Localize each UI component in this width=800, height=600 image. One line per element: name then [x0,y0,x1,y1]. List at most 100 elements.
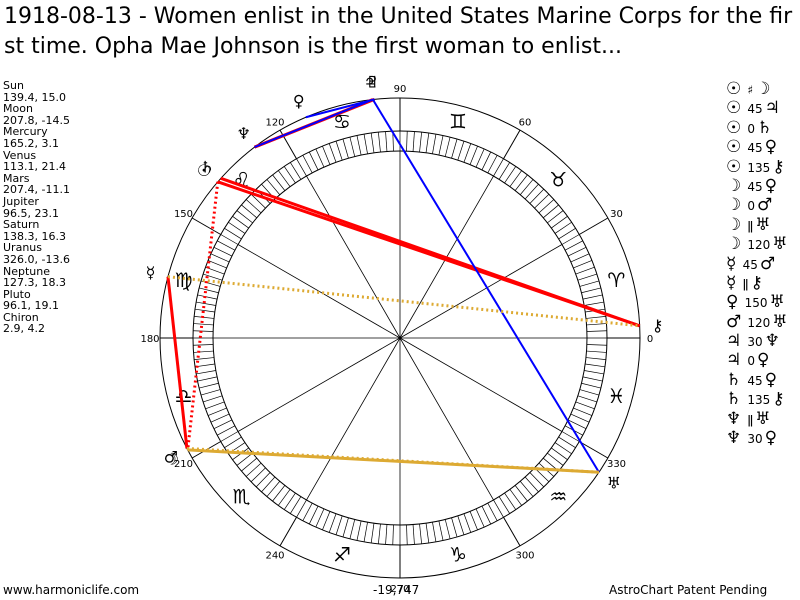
aspect-row: ☉ ♯ ☽ [726,79,788,99]
aspect-planet-2: ♅ [772,311,788,332]
degree-tick [444,519,451,539]
degree-tick [586,323,607,326]
degree-tick [283,492,296,510]
planet-name: Chiron [3,310,39,324]
degree-tick [241,204,257,219]
aspect-planet-1: ♀ [726,292,739,313]
degree-tick [308,505,319,525]
house-spoke [399,244,563,339]
aspect-type: 150 [744,296,768,311]
degree-tick [207,260,227,269]
mars-icon: ♂ [164,448,178,467]
aspect-line [371,99,600,473]
aspect-type: 45 [747,373,763,388]
libra-icon: ♎ [175,384,193,408]
aspect-planet-1: ☿ [726,253,737,274]
degree-tick [315,148,325,168]
aspect-row: ☉ 45 ♀ [726,137,788,157]
degree-tick [425,132,430,153]
degree-tick [203,273,223,281]
chiron-icon: ⚷ [652,316,664,335]
degree-tick [469,145,478,165]
aspect-type: ǁ [747,412,754,427]
aspect-planet-2: ♀ [764,369,778,390]
neptune-icon: ♆ [236,124,250,143]
aspect-type: 30 [747,335,763,350]
mercury-icon: ☿ [146,263,156,282]
degree-tick [193,350,214,353]
degree-tick [444,137,451,157]
degree-tick [514,485,528,502]
degree-tick [419,523,422,544]
degree-tick [266,481,281,497]
website-link[interactable]: www.harmoniclife.com [3,583,140,597]
degree-tick [519,481,534,497]
saturn-icon: ♄ [200,157,214,176]
degree-tick [266,179,281,195]
degree-tick [529,188,545,204]
degree-tick [570,253,590,263]
house-spoke [237,337,401,432]
aquarius-icon: ♒ [549,484,567,508]
degree-tick [487,502,498,521]
degree-tick [481,151,492,171]
degree-label: 330 [607,459,626,470]
degree-label: 270 [390,584,409,595]
planet-name: Pluto [3,287,31,301]
planet-coords: 207.8, -14.5 [3,113,70,127]
degree-tick [322,511,331,531]
degree-tick [564,240,583,251]
planet-coords: 113.1, 21.4 [3,160,66,174]
taurus-icon: ♉ [549,168,567,192]
degree-tick [213,246,233,257]
degree-tick [498,162,510,180]
degree-tick [194,308,215,313]
planet-name: Venus [3,148,37,162]
degree-label: 90 [394,84,407,95]
degree-tick [272,174,286,191]
virgo-icon: ♍ [175,268,193,292]
degree-tick [457,515,465,535]
degree-tick [570,413,590,423]
aspect-planet-2: ♅ [769,292,785,313]
planet-name: Sun [3,79,24,92]
planet-coords: 96.5, 23.1 [3,206,59,220]
degree-tick [504,492,517,510]
aspect-type: ǁ [747,218,754,233]
aspect-row: ☽ 120 ♅ [726,234,788,254]
degree-tick [224,436,242,448]
aspect-planet-1: ♃ [726,350,742,371]
degree-tick [335,515,343,535]
planet-coords: 2.9, 4.2 [3,322,45,336]
moon-icon: ☽ [165,449,179,468]
aspect-type: 135 [747,393,771,408]
aries-icon: ♈ [607,268,625,292]
aspect-row: ♆ ǁ ♅ [726,409,788,429]
degree-tick [193,344,214,346]
aspect-type: 135 [747,160,771,175]
house-spoke [306,175,401,339]
degree-tick [363,134,368,154]
degree-tick [561,431,580,442]
degree-tick [232,216,249,229]
sign-divider [579,217,609,235]
jupiter-icon: ♃ [364,73,378,92]
degree-tick [283,166,296,184]
degree-tick [582,376,603,382]
aspect-planet-2: ♅ [755,214,771,235]
aspect-row: ☉ 45 ♃ [726,99,788,118]
planet-coords: 139.4, 15.0 [3,90,66,104]
aspect-planet-1: ☽ [726,214,742,235]
degree-tick [586,350,607,353]
degree-tick [509,170,522,187]
degree-tick [432,522,437,542]
sign-divider [191,217,221,235]
planet-coords: 326.0, -13.6 [3,252,70,266]
degree-tick [425,523,430,544]
degree-tick [585,363,606,368]
degree-tick [469,511,478,531]
degree-tick [315,508,325,528]
degree-tick [210,253,230,263]
degree-tick [197,294,218,300]
